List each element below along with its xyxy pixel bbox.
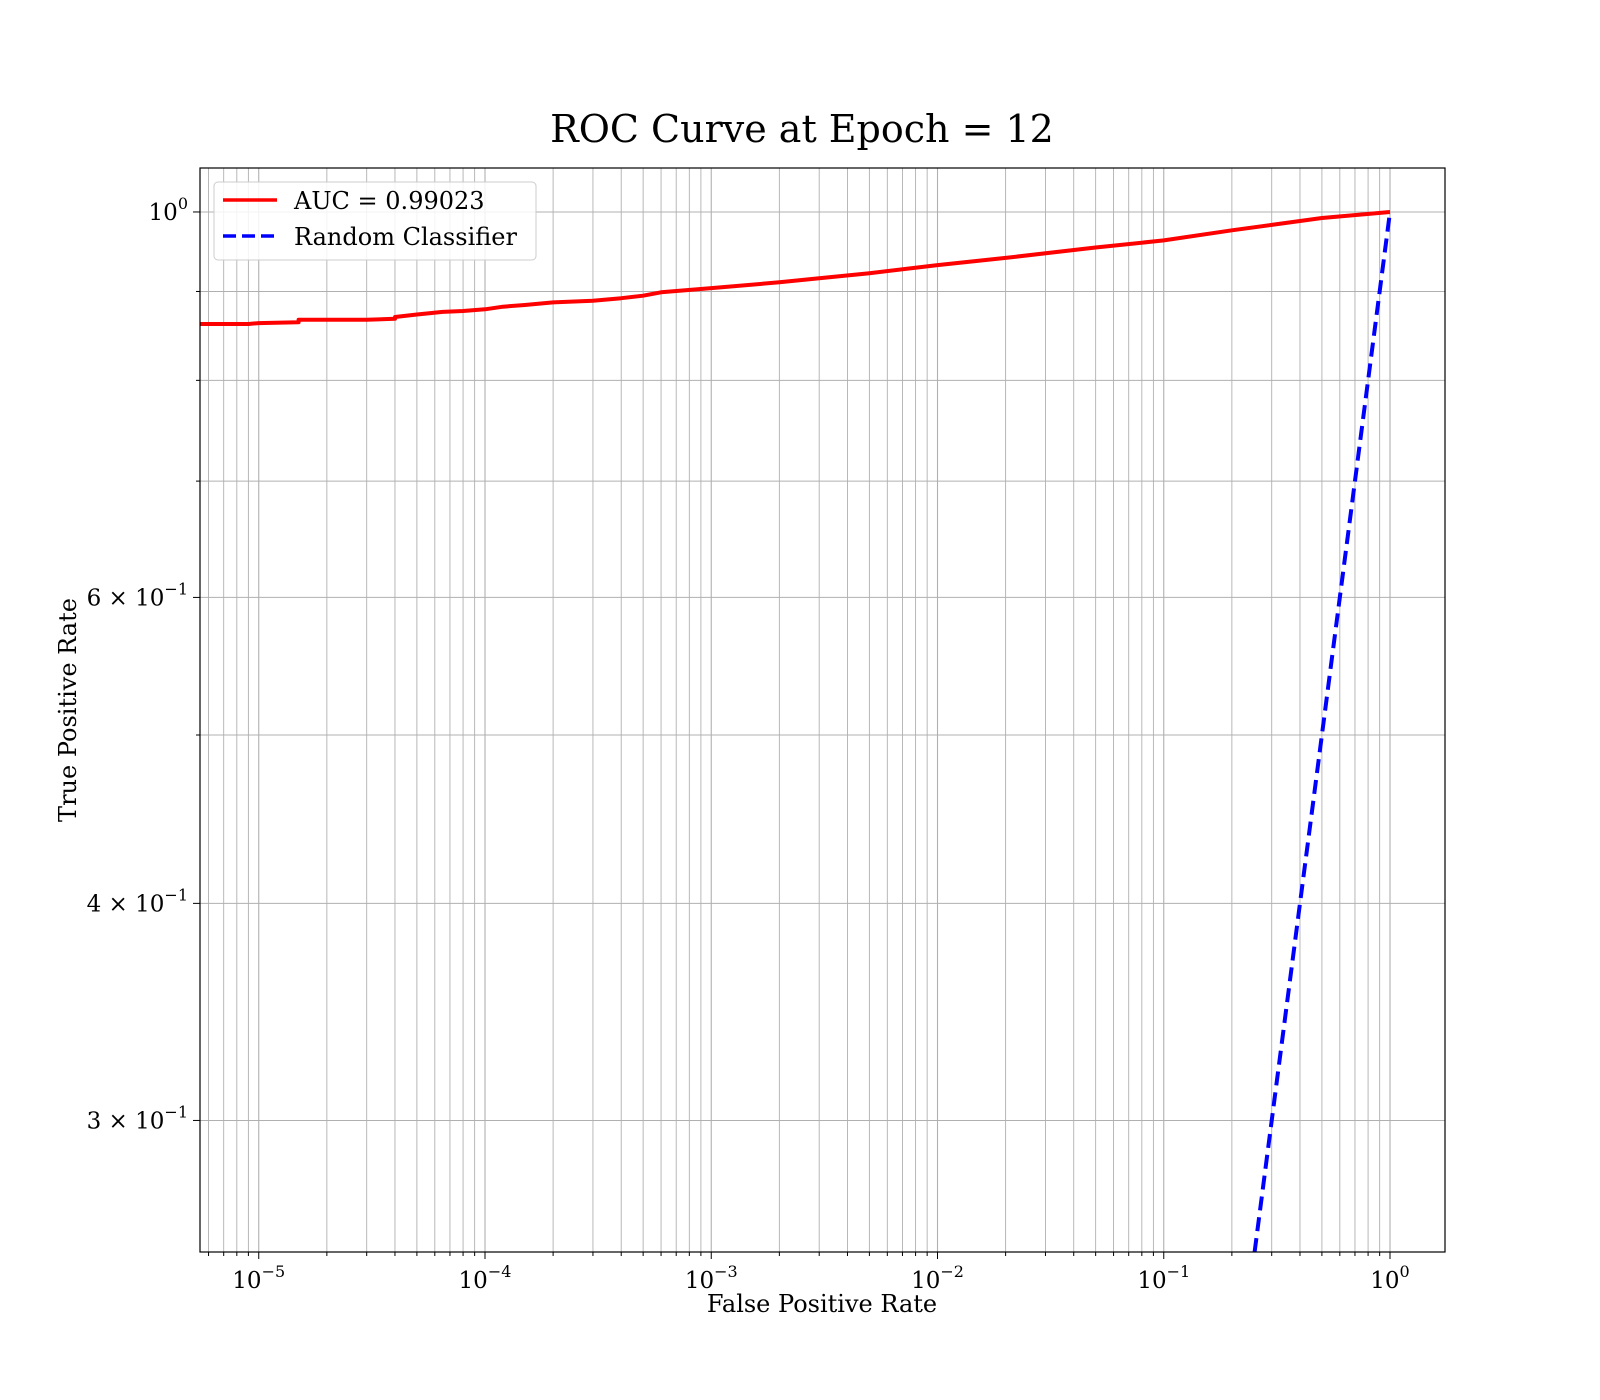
legend-box (213, 181, 537, 261)
grid-layer (200, 168, 1445, 1252)
x-tick-label: 10−1 (1137, 1262, 1190, 1294)
x-tick-label: 10−4 (459, 1262, 512, 1294)
x-tick-label: 10−2 (911, 1262, 964, 1294)
y-tick-label: 100 (149, 194, 188, 226)
series-layer (200, 210, 1392, 1252)
legend-label-auc: AUC = 0.99023 (293, 187, 485, 215)
y-tick-label: 4 × 10−1 (87, 885, 188, 917)
x-tick-label: 10−3 (685, 1262, 738, 1294)
y-tick-label: 6 × 10−1 (87, 579, 188, 611)
plot-frame (199, 167, 1446, 1253)
series-line-random-classifier (1252, 211, 1392, 1252)
x-tick-label: 100 (1370, 1262, 1409, 1294)
chart-title: ROC Curve at Epoch = 12 (550, 107, 1054, 151)
series-line-auc (200, 210, 1391, 326)
y-axis-label: True Positive Rate (54, 598, 82, 822)
legend: AUC = 0.99023 Random Classifier (213, 181, 537, 261)
y-tick-label: 3 × 10−1 (87, 1102, 188, 1134)
x-axis-label: False Positive Rate (707, 1290, 937, 1318)
tick-layer: 10−5 10−4 10−3 10−2 10−1 100 100 6 × 10−1 4 × 10… (87, 194, 1410, 1294)
legend-label-random-classifier: Random Classifier (294, 223, 517, 251)
x-tick-label: 10−5 (232, 1262, 285, 1294)
